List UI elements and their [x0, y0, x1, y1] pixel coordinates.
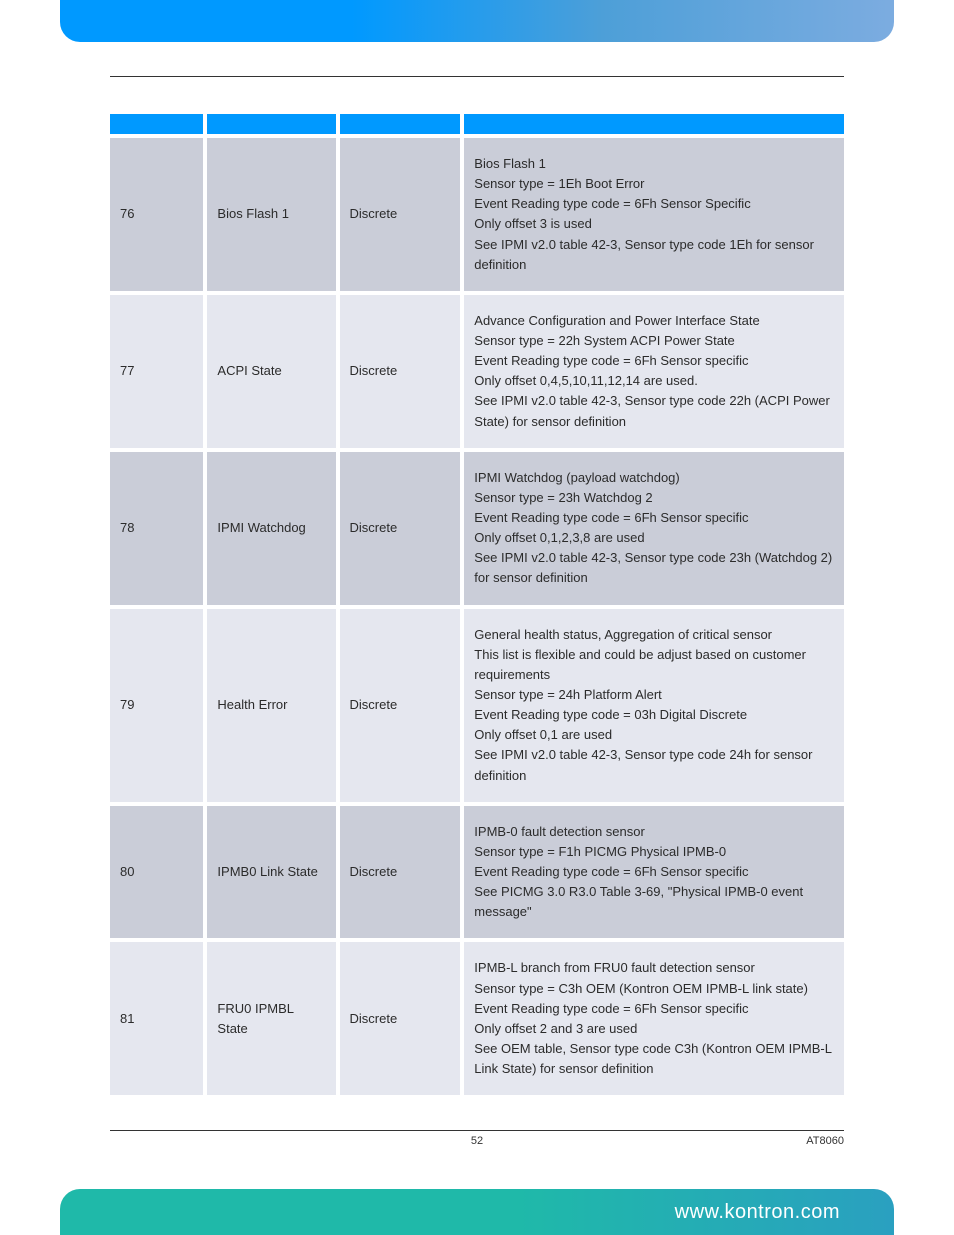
sensor-description: Advance Configuration and Power Interfac…: [462, 293, 844, 450]
sensor-type: Discrete: [338, 607, 463, 804]
table-row: 80IPMB0 Link StateDiscreteIPMB-0 fault d…: [110, 804, 844, 941]
sensor-table: 76Bios Flash 1DiscreteBios Flash 1Sensor…: [110, 114, 844, 1095]
sensor-number: 81: [110, 940, 205, 1095]
sensor-description: IPMB-L branch from FRU0 fault detection …: [462, 940, 844, 1095]
description-line: General health status, Aggregation of cr…: [474, 625, 834, 645]
table-header-cell: [338, 114, 463, 136]
sensor-number: 77: [110, 293, 205, 450]
table-header-cell: [110, 114, 205, 136]
sensor-number: 80: [110, 804, 205, 941]
sensor-description: Bios Flash 1Sensor type = 1Eh Boot Error…: [462, 136, 844, 293]
sensor-number: 78: [110, 450, 205, 607]
description-line: Advance Configuration and Power Interfac…: [474, 311, 834, 331]
description-line: Event Reading type code = 6Fh Sensor spe…: [474, 862, 834, 882]
sensor-name: Health Error: [205, 607, 337, 804]
footer-url: www.kontron.com: [675, 1201, 840, 1224]
sensor-description: General health status, Aggregation of cr…: [462, 607, 844, 804]
description-line: Sensor type = 24h Platform Alert: [474, 685, 834, 705]
description-line: Sensor type = 1Eh Boot Error: [474, 174, 834, 194]
description-line: See IPMI v2.0 table 42-3, Sensor type co…: [474, 745, 834, 785]
description-line: Event Reading type code = 6Fh Sensor spe…: [474, 508, 834, 528]
header-banner: [60, 0, 894, 42]
description-line: Sensor type = C3h OEM (Kontron OEM IPMB-…: [474, 979, 834, 999]
content-area: 76Bios Flash 1DiscreteBios Flash 1Sensor…: [110, 114, 844, 1095]
sensor-type: Discrete: [338, 136, 463, 293]
sensor-name: FRU0 IPMBL State: [205, 940, 337, 1095]
sensor-name: Bios Flash 1: [205, 136, 337, 293]
description-line: Event Reading type code = 03h Digital Di…: [474, 705, 834, 725]
description-line: Event Reading type code = 6Fh Sensor Spe…: [474, 194, 834, 214]
table-header-cell: [205, 114, 337, 136]
sensor-description: IPMI Watchdog (payload watchdog)Sensor t…: [462, 450, 844, 607]
description-line: See IPMI v2.0 table 42-3, Sensor type co…: [474, 391, 834, 431]
table-row: 79Health ErrorDiscrete General health sta…: [110, 607, 844, 804]
description-line: Only offset 0,1,2,3,8 are used: [474, 528, 834, 548]
description-line: IPMB-L branch from FRU0 fault detection …: [474, 958, 834, 978]
document-id: AT8060: [806, 1135, 844, 1147]
description-line: Sensor type = 22h System ACPI Power Stat…: [474, 331, 834, 351]
sensor-type: Discrete: [338, 293, 463, 450]
table-header-cell: [462, 114, 844, 136]
description-line: Only offset 3 is used: [474, 214, 834, 234]
description-line: Event Reading type code = 6Fh Sensor spe…: [474, 351, 834, 371]
table-row: 76Bios Flash 1DiscreteBios Flash 1Sensor…: [110, 136, 844, 293]
description-line: Only offset 2 and 3 are used: [474, 1019, 834, 1039]
description-line: Bios Flash 1: [474, 154, 834, 174]
sensor-number: 76: [110, 136, 205, 293]
description-line: IPMB-0 fault detection sensor: [474, 822, 834, 842]
table-row: 77ACPI StateDiscrete Advance Configuratio…: [110, 293, 844, 450]
description-line: See IPMI v2.0 table 42-3, Sensor type co…: [474, 548, 834, 588]
description-line: IPMI Watchdog (payload watchdog): [474, 468, 834, 488]
footer-banner: www.kontron.com: [60, 1189, 894, 1235]
sensor-name: IPMI Watchdog: [205, 450, 337, 607]
description-line: See PICMG 3.0 R3.0 Table 3-69, "Physical…: [474, 882, 834, 922]
sensor-type: Discrete: [338, 450, 463, 607]
description-line: Event Reading type code = 6Fh Sensor spe…: [474, 999, 834, 1019]
page-number: 52: [471, 1135, 483, 1147]
description-line: Sensor type = F1h PICMG Physical IPMB-0: [474, 842, 834, 862]
sensor-name: ACPI State: [205, 293, 337, 450]
table-row: 81FRU0 IPMBL StateDiscrete IPMB-L branch …: [110, 940, 844, 1095]
footer-rule: 52 AT8060: [110, 1130, 844, 1147]
sensor-type: Discrete: [338, 804, 463, 941]
description-line: Only offset 0,4,5,10,11,12,14 are used.: [474, 371, 834, 391]
sensor-number: 79: [110, 607, 205, 804]
description-line: See IPMI v2.0 table 42-3, Sensor type co…: [474, 235, 834, 275]
description-line: Sensor type = 23h Watchdog 2: [474, 488, 834, 508]
description-line: This list is flexible and could be adjus…: [474, 645, 834, 685]
sensor-name: IPMB0 Link State: [205, 804, 337, 941]
sensor-description: IPMB-0 fault detection sensorSensor type…: [462, 804, 844, 941]
sensor-type: Discrete: [338, 940, 463, 1095]
description-line: Only offset 0,1 are used: [474, 725, 834, 745]
table-row: 78IPMI WatchdogDiscreteIPMI Watchdog (pa…: [110, 450, 844, 607]
description-line: See OEM table, Sensor type code C3h (Kon…: [474, 1039, 834, 1079]
top-rule: [110, 76, 844, 77]
table-header-row: [110, 114, 844, 136]
